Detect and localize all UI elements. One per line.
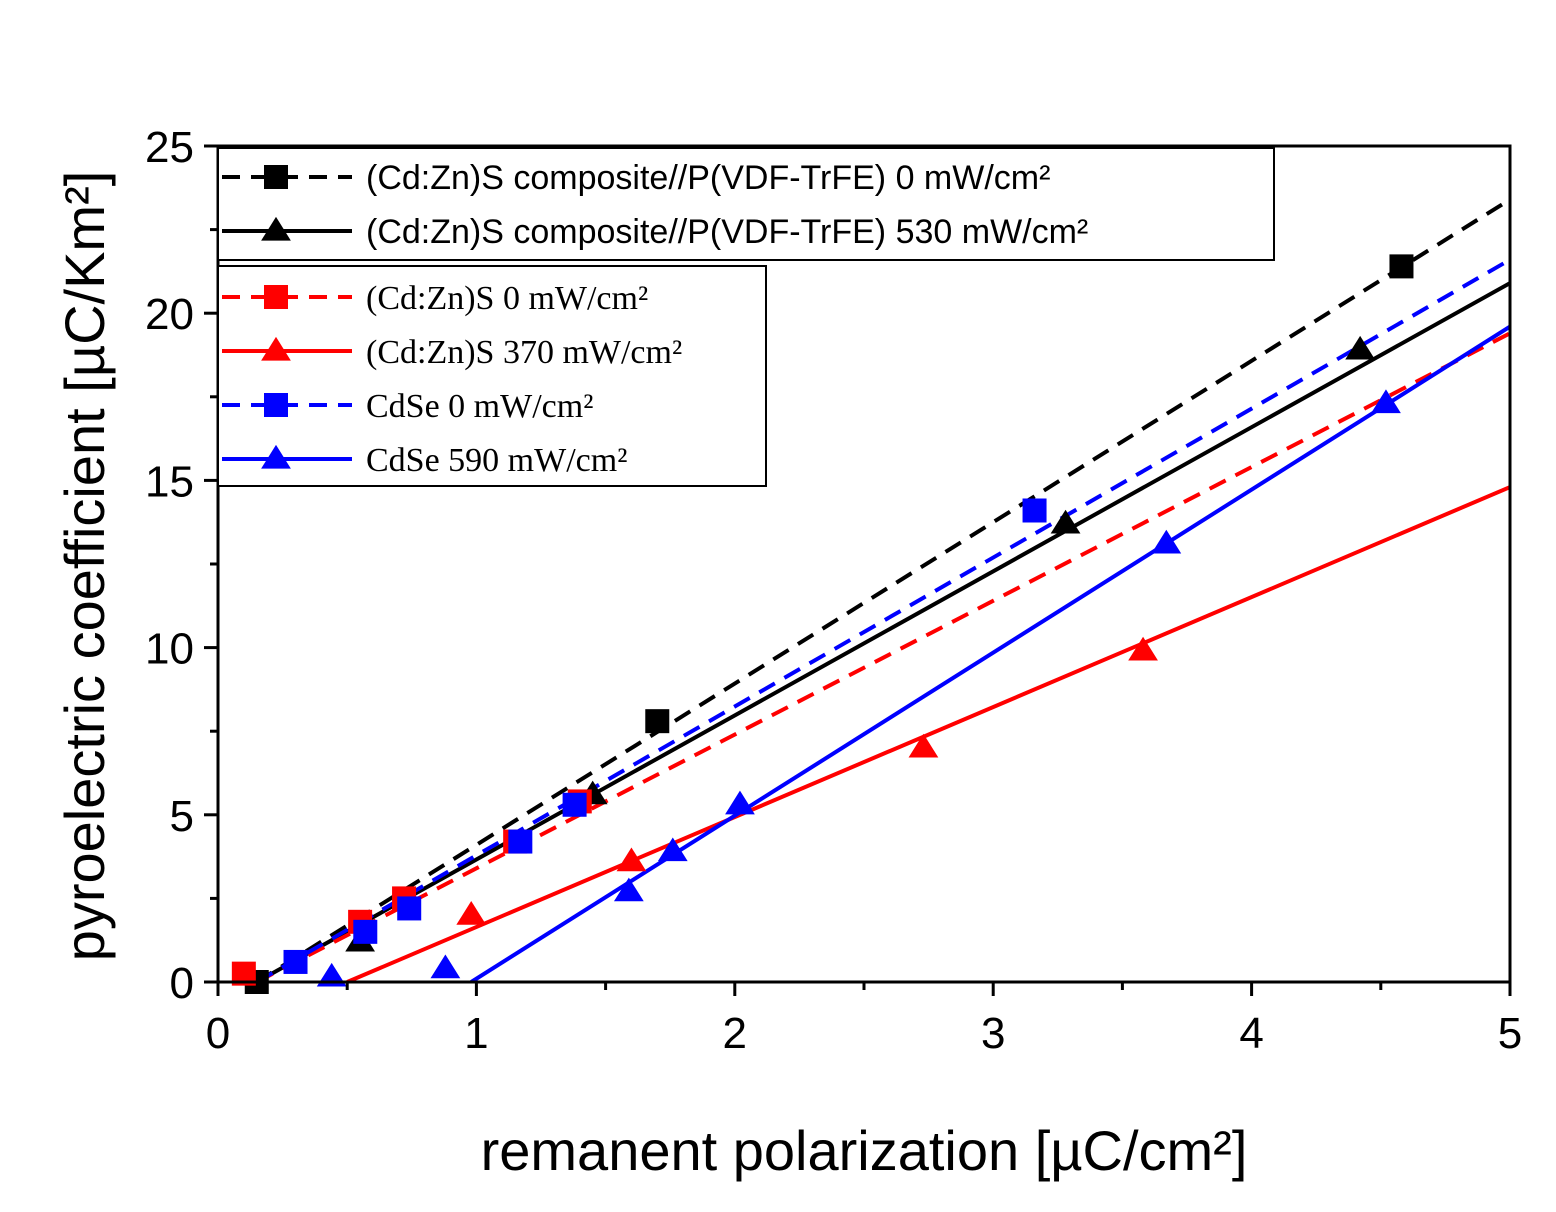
marker-series-4-point-0 (283, 949, 308, 974)
marker-series-4-point-1 (353, 919, 378, 944)
marker-series-0-point-1 (645, 709, 670, 734)
x-tick-label: 4 (1239, 1009, 1263, 1058)
legend-box-0 (217, 147, 1275, 261)
marker-series-0-point-2 (1389, 254, 1414, 279)
marker-series-4-point-4 (562, 792, 587, 817)
marker-series-3-point-2 (908, 733, 939, 758)
marker-series-5-point-3 (657, 837, 688, 862)
x-tick-label: 0 (206, 1009, 230, 1058)
marker-series-4-point-5 (1022, 498, 1047, 523)
marker-series-4-point-3 (508, 829, 533, 854)
marker-series-5-point-1 (430, 954, 461, 979)
fit-line-series-2 (255, 331, 1510, 982)
legend-marker-0 (264, 165, 288, 189)
marker-series-3-point-1 (616, 847, 647, 872)
marker-series-1-point-3 (1345, 335, 1376, 360)
y-tick-label: 20 (145, 290, 194, 339)
marker-series-5-point-5 (1151, 529, 1182, 554)
y-tick-label: 15 (145, 457, 194, 506)
y-tick-label: 10 (145, 625, 194, 674)
y-tick-label: 25 (145, 123, 194, 172)
marker-series-3-point-0 (456, 900, 487, 925)
x-tick-label: 2 (723, 1009, 747, 1058)
fit-lines (255, 197, 1510, 982)
legend-marker-1 (261, 216, 291, 241)
marker-series-5-point-4 (725, 790, 755, 815)
fit-line-series-0 (255, 197, 1510, 982)
x-tick-label: 1 (464, 1009, 488, 1058)
legend-label-5: CdSe 590 mW/cm² (366, 442, 627, 479)
legend-marker-4 (264, 393, 288, 417)
marker-series-5-point-2 (613, 877, 644, 902)
legend-box-1 (217, 265, 767, 487)
legend-label-2: (Cd:Zn)S 0 mW/cm² (366, 280, 648, 317)
marker-series-4-point-2 (397, 896, 422, 921)
legend-label-3: (Cd:Zn)S 370 mW/cm² (366, 334, 682, 371)
legend-label-1: (Cd:Zn)S composite//P(VDF-TrFE) 530 mW/c… (366, 213, 1088, 251)
y-tick-label: 5 (170, 792, 194, 841)
legend-label-4: CdSe 0 mW/cm² (366, 388, 593, 425)
marker-series-3-point-3 (1128, 636, 1158, 661)
legend-label-0: (Cd:Zn)S composite//P(VDF-TrFE) 0 mW/cm² (366, 159, 1050, 197)
fit-line-series-1 (255, 281, 1510, 982)
y-axis-title: pyroelectric coefficient [µC/Km²] (53, 171, 116, 962)
legend-marker-3 (261, 336, 291, 361)
axes: 0 1 2 3 4 5 0 5 10 15 20 25 (145, 123, 1522, 1058)
x-axis-title: remanent polarization [µC/cm²] (481, 1119, 1248, 1182)
marker-series-1-point-2 (1050, 509, 1081, 534)
y-tick-label: 0 (170, 959, 194, 1008)
x-tick-label: 5 (1498, 1009, 1522, 1058)
legend-marker-2 (264, 285, 288, 309)
data-markers (231, 254, 1414, 994)
fit-line-series-3 (346, 485, 1510, 982)
legend: (Cd:Zn)S composite//P(VDF-TrFE) 0 mW/cm²… (217, 147, 1275, 487)
marker-series-5-point-6 (1371, 389, 1401, 414)
fit-line-series-4 (255, 257, 1510, 982)
x-tick-label: 3 (981, 1009, 1005, 1058)
fit-line-series-5 (470, 324, 1510, 982)
legend-marker-5 (261, 444, 291, 469)
